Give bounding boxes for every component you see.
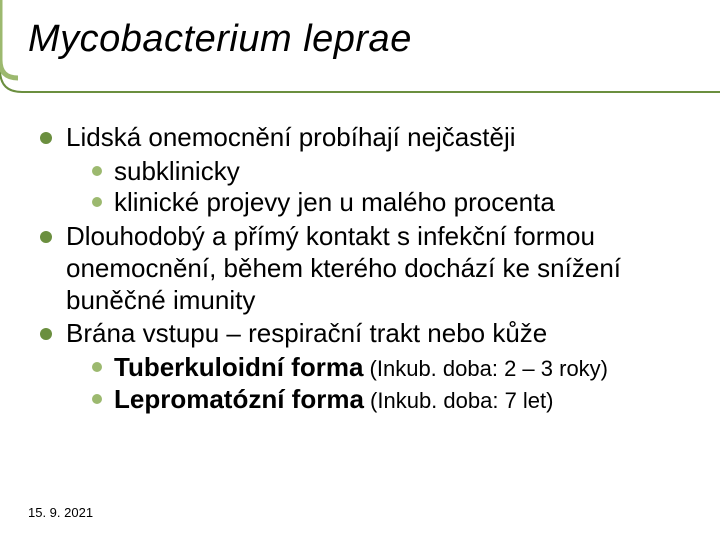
- list-item-text: Dlouhodobý a přímý kontakt s infekční fo…: [66, 221, 692, 316]
- bullet-icon: [40, 231, 52, 243]
- text: Brána vstupu – respirační trakt nebo kůž…: [66, 318, 547, 348]
- list-item: klinické projevy jen u malého procenta: [66, 187, 555, 219]
- slide-title: Mycobacterium leprae: [28, 18, 412, 61]
- bold-text: Tuberkuloidní forma: [114, 352, 363, 382]
- list-item: subklinicky: [66, 156, 555, 188]
- bullet-icon: [40, 328, 52, 340]
- slide-content: Lidská onemocnění probíhají nejčastěji s…: [40, 122, 692, 417]
- bullet-icon: [40, 132, 52, 144]
- bullet-icon: [92, 166, 102, 176]
- text: Dlouhodobý a přímý kontakt s infekční fo…: [66, 221, 621, 314]
- bold-text: Lepromatózní forma: [114, 384, 364, 414]
- bullet-icon: [92, 362, 102, 372]
- small-text: (Inkub. doba: 7 let): [364, 388, 554, 413]
- sub-list: Tuberkuloidní forma (Inkub. doba: 2 – 3 …: [66, 352, 608, 415]
- slide: Mycobacterium leprae Lidská onemocnění p…: [0, 0, 720, 540]
- text: subklinicky: [114, 156, 240, 188]
- list-item: Lidská onemocnění probíhají nejčastěji s…: [40, 122, 692, 219]
- list-item: Dlouhodobý a přímý kontakt s infekční fo…: [40, 221, 692, 316]
- bullet-list: Lidská onemocnění probíhají nejčastěji s…: [40, 122, 692, 415]
- small-text: (Inkub. doba: 2 – 3 roky): [363, 356, 608, 381]
- text: Tuberkuloidní forma (Inkub. doba: 2 – 3 …: [114, 352, 608, 384]
- list-item-text: Lidská onemocnění probíhají nejčastěji s…: [66, 122, 555, 219]
- list-item: Lepromatózní forma (Inkub. doba: 7 let): [66, 384, 608, 416]
- bullet-icon: [92, 394, 102, 404]
- text: Lidská onemocnění probíhají nejčastěji: [66, 122, 516, 152]
- text: Lepromatózní forma (Inkub. doba: 7 let): [114, 384, 553, 416]
- sub-list: subklinicky klinické projevy jen u maléh…: [66, 156, 555, 219]
- bullet-icon: [92, 197, 102, 207]
- footer-date: 15. 9. 2021: [28, 505, 93, 520]
- list-item-text: Brána vstupu – respirační trakt nebo kůž…: [66, 318, 608, 415]
- list-item: Tuberkuloidní forma (Inkub. doba: 2 – 3 …: [66, 352, 608, 384]
- list-item: Brána vstupu – respirační trakt nebo kůž…: [40, 318, 692, 415]
- text: klinické projevy jen u malého procenta: [114, 187, 555, 219]
